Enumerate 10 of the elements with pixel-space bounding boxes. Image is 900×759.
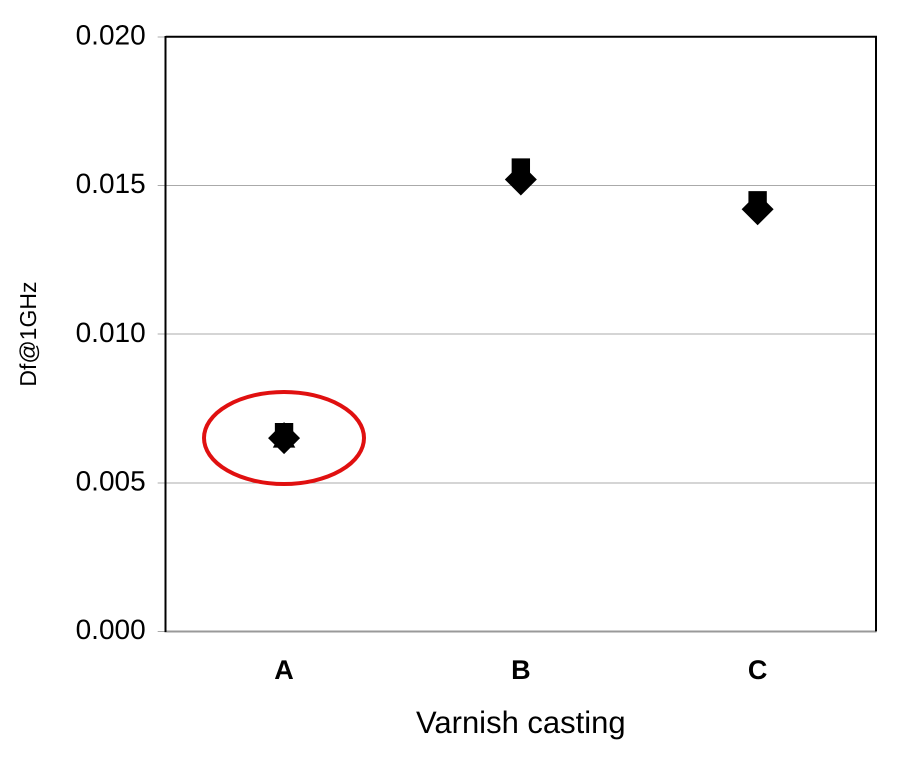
x-axis-title: Varnish casting	[416, 704, 626, 740]
y-tick-label: 0.000	[76, 614, 146, 646]
y-axis-title: Df@1GHz	[15, 282, 42, 387]
x-tick-label: B	[511, 655, 531, 686]
y-tick-label: 0.020	[76, 20, 146, 51]
y-tick-label: 0.015	[76, 168, 146, 200]
x-tick-label: C	[748, 655, 768, 686]
y-tick-label: 0.005	[76, 465, 146, 496]
y-tick-label: 0.010	[76, 316, 146, 348]
x-tick-label: A	[274, 655, 294, 686]
